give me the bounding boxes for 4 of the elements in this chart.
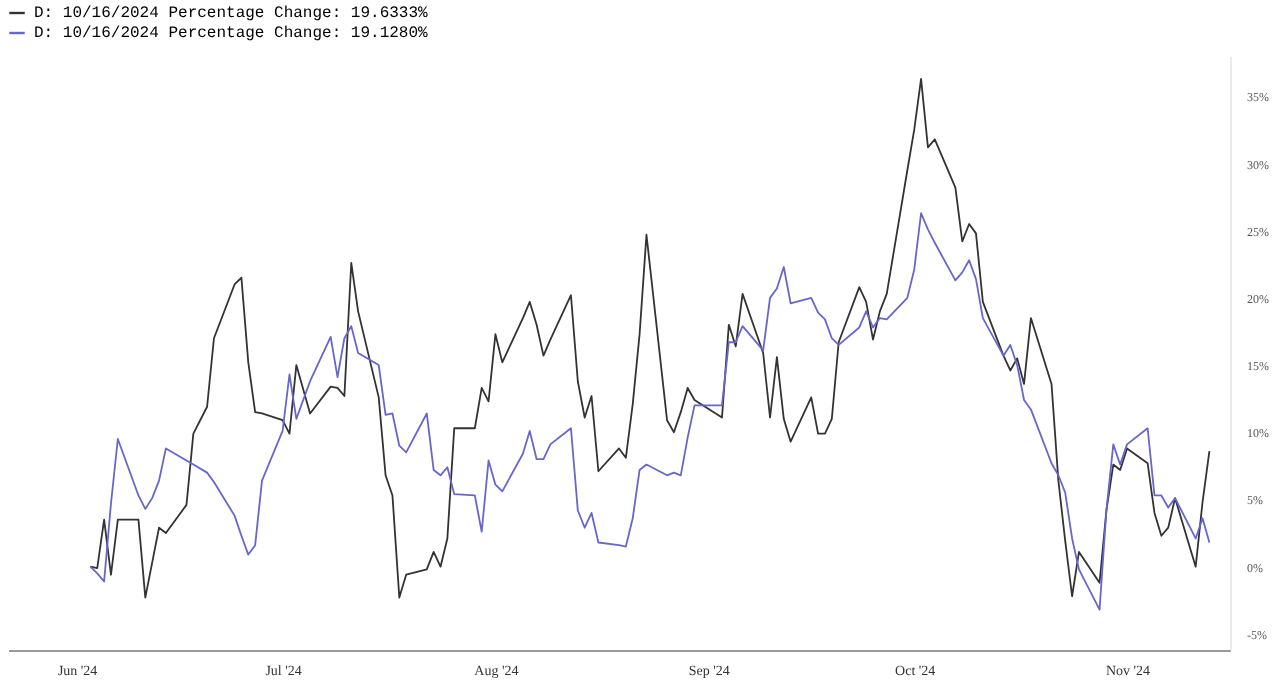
line-series: [89, 77, 1211, 599]
line-series: [89, 212, 1211, 611]
legend-label: D: 10/16/2024 Percentage Change: 19.6333%: [34, 5, 429, 23]
legend-label: D: 10/16/2024 Percentage Change: 19.1280%: [34, 25, 429, 43]
